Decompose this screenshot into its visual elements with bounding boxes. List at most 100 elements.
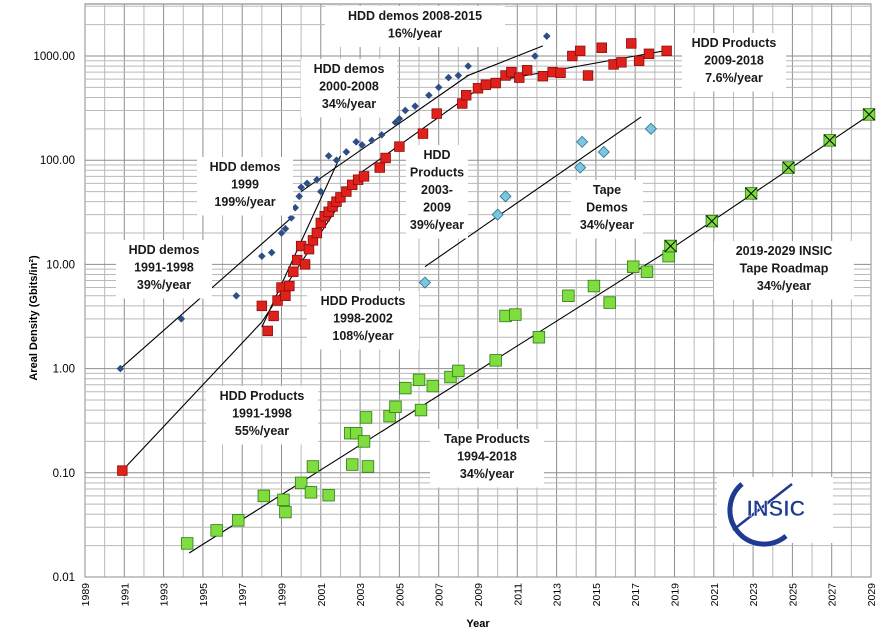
annotation-insic-roadmap: 2019-2029 INSIC Tape Roadmap 34%/year xyxy=(714,241,854,300)
annotation-line: Tape Products xyxy=(444,432,530,446)
tape-products-point xyxy=(532,331,546,344)
annotation-box xyxy=(301,59,397,118)
annotation-line: HDD demos 2008-2015 xyxy=(348,9,482,23)
hdd-products-point xyxy=(643,48,655,59)
annotation-line: Tape Roadmap xyxy=(740,262,829,276)
annotation-hdd-products-2009-2018: HDD Products 2009-2018 7.6%/year xyxy=(682,33,786,92)
x-tick-label: 1995 xyxy=(198,583,210,607)
hdd-demos-point xyxy=(411,102,419,110)
annotation-line: 34%/year xyxy=(322,97,376,111)
tape-demos-point xyxy=(597,145,610,159)
hdd-products-point xyxy=(431,108,442,119)
hdd-products-point xyxy=(480,79,492,90)
hdd-products-point xyxy=(335,192,346,203)
tick-layer: 1989 1991 1993 1995 1997 1999 2001 2003 2005 2007… xyxy=(33,51,878,606)
hdd-demos-point xyxy=(287,214,296,222)
annotation-hdd-demos-1991-1998: HDD demos 1991-1998 39%/year xyxy=(116,240,212,299)
hdd-demos-point xyxy=(277,229,286,237)
hdd-demos-point xyxy=(332,156,341,164)
tape-products-point xyxy=(509,308,522,321)
tape-products-point xyxy=(640,265,654,278)
tape-products-point xyxy=(452,364,465,378)
trendline xyxy=(300,75,469,193)
hdd-products-point xyxy=(288,266,299,277)
hdd-products-point xyxy=(555,67,566,78)
hdd-products-point xyxy=(582,70,594,81)
hdd-products-point xyxy=(374,162,385,173)
tape-products-point xyxy=(257,489,271,503)
hdd-products-point xyxy=(280,290,291,301)
tape-demos-point xyxy=(418,276,432,289)
x-axis-label: Year xyxy=(466,618,490,630)
x-tick-label: 2013 xyxy=(552,583,564,607)
tape-products-point xyxy=(357,435,371,448)
hdd-products-point xyxy=(394,141,405,152)
insic-tape-roadmap-point xyxy=(862,108,876,121)
annotation-line: HDD demos xyxy=(314,62,385,76)
tape-products-point xyxy=(361,460,375,473)
tape-products-point xyxy=(232,514,245,527)
y-tick-label: 1.00 xyxy=(53,364,75,376)
tape-products-point xyxy=(322,488,335,502)
x-tick-label: 2001 xyxy=(316,583,328,607)
y-tick-label: 0.01 xyxy=(53,572,75,584)
x-tick-label: 2025 xyxy=(787,583,799,607)
annotation-line: 39%/year xyxy=(410,218,464,232)
point-layer xyxy=(116,32,876,550)
hdd-demos-point xyxy=(434,83,443,92)
annotation-line: 199%/year xyxy=(214,195,275,209)
annotation-line: HDD demos xyxy=(129,243,200,257)
x-tick-label: 1989 xyxy=(80,583,92,607)
x-tick-label: 2009 xyxy=(473,583,485,607)
y-tick-label: 0.10 xyxy=(53,468,75,480)
insic-logo: INSIC xyxy=(717,477,833,547)
tape-products-point xyxy=(279,505,292,519)
x-tick-label: 2023 xyxy=(748,583,760,607)
hdd-demos-point xyxy=(542,32,551,40)
annotation-line: HDD Products xyxy=(220,389,305,403)
hdd-demos-point xyxy=(291,203,300,212)
hdd-products-point xyxy=(633,55,645,66)
x-tick-label: 2003 xyxy=(355,583,367,607)
trendline xyxy=(670,114,870,250)
insic-tape-roadmap-point xyxy=(664,239,677,253)
trendline xyxy=(424,116,642,268)
annotation-hdd-products-1991-1998: HDD Products 1991-1998 55%/year xyxy=(206,386,318,445)
hdd-products-point xyxy=(117,465,128,476)
trendline xyxy=(123,321,263,469)
hdd-demos-point xyxy=(324,152,333,160)
hdd-demos-point xyxy=(454,71,463,80)
hdd-demos-point xyxy=(303,179,311,188)
annotation-box xyxy=(430,429,544,488)
annotation-hdd-demos-1999: HDD demos 1999 199%/year xyxy=(197,157,293,216)
hdd-products-point xyxy=(284,280,295,292)
annotation-line: 2000-2008 xyxy=(319,80,379,94)
tape-products-point xyxy=(627,260,640,273)
annotation-box xyxy=(307,291,419,350)
x-tick-label: 1993 xyxy=(159,583,171,607)
tape-products-point xyxy=(359,411,373,424)
x-tick-label: 2021 xyxy=(709,583,721,607)
hdd-demos-point xyxy=(425,91,433,100)
hdd-demos-point xyxy=(368,136,376,145)
hdd-products-point xyxy=(521,65,533,76)
hdd-products-point xyxy=(268,310,279,322)
hdd-products-point xyxy=(626,38,637,49)
hdd-demos-point xyxy=(401,106,410,115)
hdd-products-point xyxy=(537,70,549,82)
annotation-line: 2009 xyxy=(423,201,451,215)
annotation-box xyxy=(682,33,786,92)
tape-products-point xyxy=(346,458,359,471)
tape-demos-point xyxy=(499,190,512,203)
annotation-line: 2003- xyxy=(421,183,453,197)
trendline xyxy=(188,248,671,554)
trendline xyxy=(466,45,544,77)
hdd-products-point xyxy=(299,259,311,270)
tape-products-point xyxy=(306,460,320,473)
hdd-demos-point xyxy=(395,114,404,123)
annotation-line: Tape xyxy=(593,183,621,197)
annotation-line: HDD Products xyxy=(692,36,777,50)
hdd-products-point xyxy=(574,45,586,57)
